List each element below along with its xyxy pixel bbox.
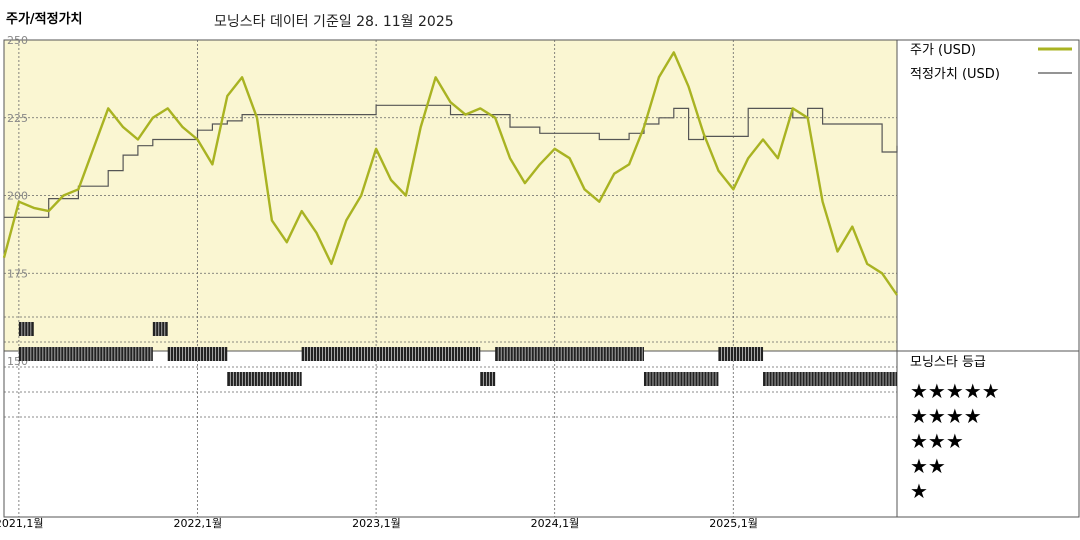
y-tick-label: 250 bbox=[7, 34, 28, 47]
rating-legend-panel bbox=[896, 350, 1080, 518]
rating-4-stars: ★★★★ bbox=[910, 404, 982, 428]
rating-segment-3-stars bbox=[301, 347, 481, 361]
rating-3-stars: ★★★ bbox=[910, 429, 964, 453]
rating-segment-3-stars bbox=[495, 347, 644, 361]
rating-segment-2-stars bbox=[152, 322, 168, 336]
y-tick-label: 200 bbox=[7, 190, 28, 203]
y-tick-label: 225 bbox=[7, 112, 28, 125]
rating-bars bbox=[18, 322, 897, 386]
rating-segment-4-stars bbox=[763, 372, 897, 386]
fair-value-line bbox=[4, 104, 898, 218]
x-tick-label: 2021,1월 bbox=[0, 517, 43, 530]
x-tick-label: 2022,1월 bbox=[173, 517, 222, 530]
x-tick-label: 2025,1월 bbox=[709, 517, 758, 530]
x-tick-label: 2023,1월 bbox=[352, 517, 401, 530]
legend-price-label: 주가 (USD) bbox=[910, 43, 976, 58]
chart-subtitle: 모닝스타 데이터 기준일 28. 11월 2025 bbox=[214, 14, 454, 30]
legend-panel bbox=[896, 39, 1080, 352]
rating-segment-3-stars bbox=[718, 347, 764, 361]
rating-segment-4-stars bbox=[480, 372, 496, 386]
rating-2-stars: ★★ bbox=[910, 454, 946, 478]
y-tick-label: 175 bbox=[7, 267, 28, 280]
rating-segment-3-stars bbox=[18, 347, 153, 361]
rating-segment-4-stars bbox=[227, 372, 302, 386]
rating-segment-4-stars bbox=[643, 372, 719, 386]
rating-5-stars: ★★★★★ bbox=[910, 379, 1000, 403]
chart-title: 주가/적정가치 bbox=[6, 12, 83, 27]
legend-fair-value-label: 적정가치 (USD) bbox=[910, 67, 1000, 82]
x-tick-label: 2024,1월 bbox=[531, 517, 580, 530]
x-tick-labels: 2021,1월 2022,1월 2023,1월 2024,1월 2025,1월 bbox=[0, 517, 758, 530]
rating-segment-2-stars bbox=[18, 322, 34, 336]
rating-legend-title: 모닝스타 등급 bbox=[910, 355, 986, 370]
price-line bbox=[2, 51, 898, 296]
rating-1-star: ★ bbox=[910, 479, 928, 503]
